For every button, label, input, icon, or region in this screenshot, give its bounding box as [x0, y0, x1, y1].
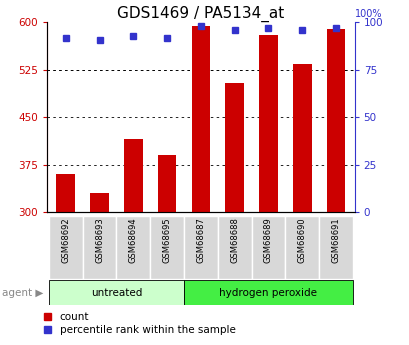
Text: untreated: untreated	[90, 288, 142, 298]
Text: GSM68694: GSM68694	[128, 218, 137, 263]
Title: GDS1469 / PA5134_at: GDS1469 / PA5134_at	[117, 6, 284, 22]
Bar	[150, 216, 184, 279]
Bar	[116, 216, 150, 279]
Bar	[326, 29, 344, 212]
Bar	[49, 280, 184, 305]
Bar	[318, 216, 352, 279]
Legend: count, percentile rank within the sample: count, percentile rank within the sample	[44, 312, 235, 335]
Text: hydrogen peroxide: hydrogen peroxide	[219, 288, 317, 298]
Text: GSM68692: GSM68692	[61, 218, 70, 263]
Text: 100%: 100%	[354, 9, 381, 19]
Text: agent ▶: agent ▶	[2, 288, 43, 298]
Bar	[251, 216, 285, 279]
Bar	[184, 216, 217, 279]
Bar	[191, 26, 210, 212]
Bar	[258, 35, 277, 212]
Bar	[292, 63, 311, 212]
Text: GSM68695: GSM68695	[162, 218, 171, 263]
Bar	[90, 193, 108, 212]
Bar	[225, 82, 243, 212]
Bar	[49, 216, 83, 279]
Bar	[217, 216, 251, 279]
Bar	[285, 216, 318, 279]
Text: GSM68693: GSM68693	[95, 218, 104, 263]
Bar	[157, 155, 176, 212]
Text: GSM68689: GSM68689	[263, 218, 272, 263]
Text: GSM68691: GSM68691	[331, 218, 340, 263]
Bar	[124, 139, 142, 212]
Text: GSM68690: GSM68690	[297, 218, 306, 263]
Bar	[56, 174, 75, 212]
Bar	[184, 280, 352, 305]
Bar	[83, 216, 116, 279]
Text: GSM68688: GSM68688	[229, 218, 238, 264]
Text: GSM68687: GSM68687	[196, 218, 205, 264]
